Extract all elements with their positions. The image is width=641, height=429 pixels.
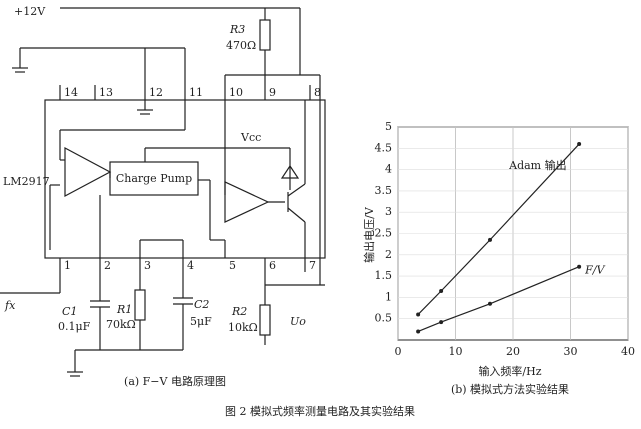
data-point (416, 312, 421, 317)
data-point (439, 320, 444, 325)
circuit-caption: (a) F−V 电路原理图 (124, 375, 226, 388)
pin-label: 6 (269, 259, 276, 272)
pin-label: 11 (189, 86, 203, 99)
pin-label: 3 (144, 259, 151, 272)
pin-label: 2 (104, 259, 111, 272)
r3-label: R3 (229, 23, 245, 36)
c1-label: C1 (62, 305, 77, 318)
data-point (488, 237, 492, 242)
r1-label: R1 (116, 303, 132, 316)
series-label: F/V (584, 264, 605, 277)
data-point (488, 301, 492, 306)
pin-label: 10 (229, 86, 243, 99)
data-point (416, 329, 421, 334)
pin-label: 5 (229, 259, 236, 272)
pin-label: 8 (314, 86, 321, 99)
pin-label: 4 (187, 259, 194, 272)
y-tick-label: 4.5 (375, 141, 393, 154)
pin-label: 13 (99, 86, 113, 99)
y-tick-label: 1 (385, 290, 392, 303)
circuit-wires (0, 7, 326, 377)
r1-value: 70kΩ (106, 318, 136, 331)
x-tick-label: 30 (564, 345, 578, 358)
c2-value: 5μF (190, 315, 212, 328)
x-tick-label: 20 (506, 345, 520, 358)
x-axis-label: 输入频率/Hz (478, 364, 541, 378)
r2-label: R2 (231, 305, 247, 318)
y-tick-label: 1.5 (375, 269, 393, 282)
data-point (577, 264, 582, 269)
pin-label: 7 (309, 259, 316, 272)
data-point (439, 289, 444, 294)
y-tick-label: 4 (385, 163, 392, 176)
figure-caption: 图 2 模拟式频率测量电路及其实验结果 (225, 404, 415, 418)
x-tick-label: 40 (621, 345, 635, 358)
series-label: Adam 输出 (508, 158, 566, 172)
x-tick-label: 0 (395, 345, 402, 358)
c2-label: C2 (194, 298, 209, 311)
y-tick-label: 3 (385, 205, 392, 218)
y-tick-label: 0.5 (375, 312, 393, 325)
data-point (577, 142, 582, 147)
pin-label: 14 (64, 86, 78, 99)
y-tick-label: 5 (385, 120, 392, 133)
charge-pump-label: Charge Pump (116, 172, 192, 185)
c1-value: 0.1μF (58, 320, 91, 333)
r3-value: 470Ω (226, 39, 256, 52)
chart-caption: (b) 模拟式方法实验结果 (451, 382, 569, 396)
y-axis-label: 输出电压/V (362, 206, 376, 263)
supply-label: +12V (14, 5, 46, 18)
pin-label: 12 (149, 86, 163, 99)
x-tick-label: 10 (449, 345, 463, 358)
pin-label: 9 (269, 86, 276, 99)
y-tick-label: 3.5 (375, 184, 393, 197)
y-tick-label: 2.5 (375, 227, 393, 240)
input-label: fx (4, 299, 16, 312)
r2-value: 10kΩ (228, 321, 258, 334)
y-tick-label: 2 (385, 248, 392, 261)
series-line (417, 143, 580, 315)
output-label: Uo (290, 315, 306, 328)
ic-label: LM2917 (3, 175, 50, 188)
vcc-label: Vcc (240, 131, 261, 144)
series-line (417, 266, 580, 333)
pin-label: 1 (64, 259, 71, 272)
